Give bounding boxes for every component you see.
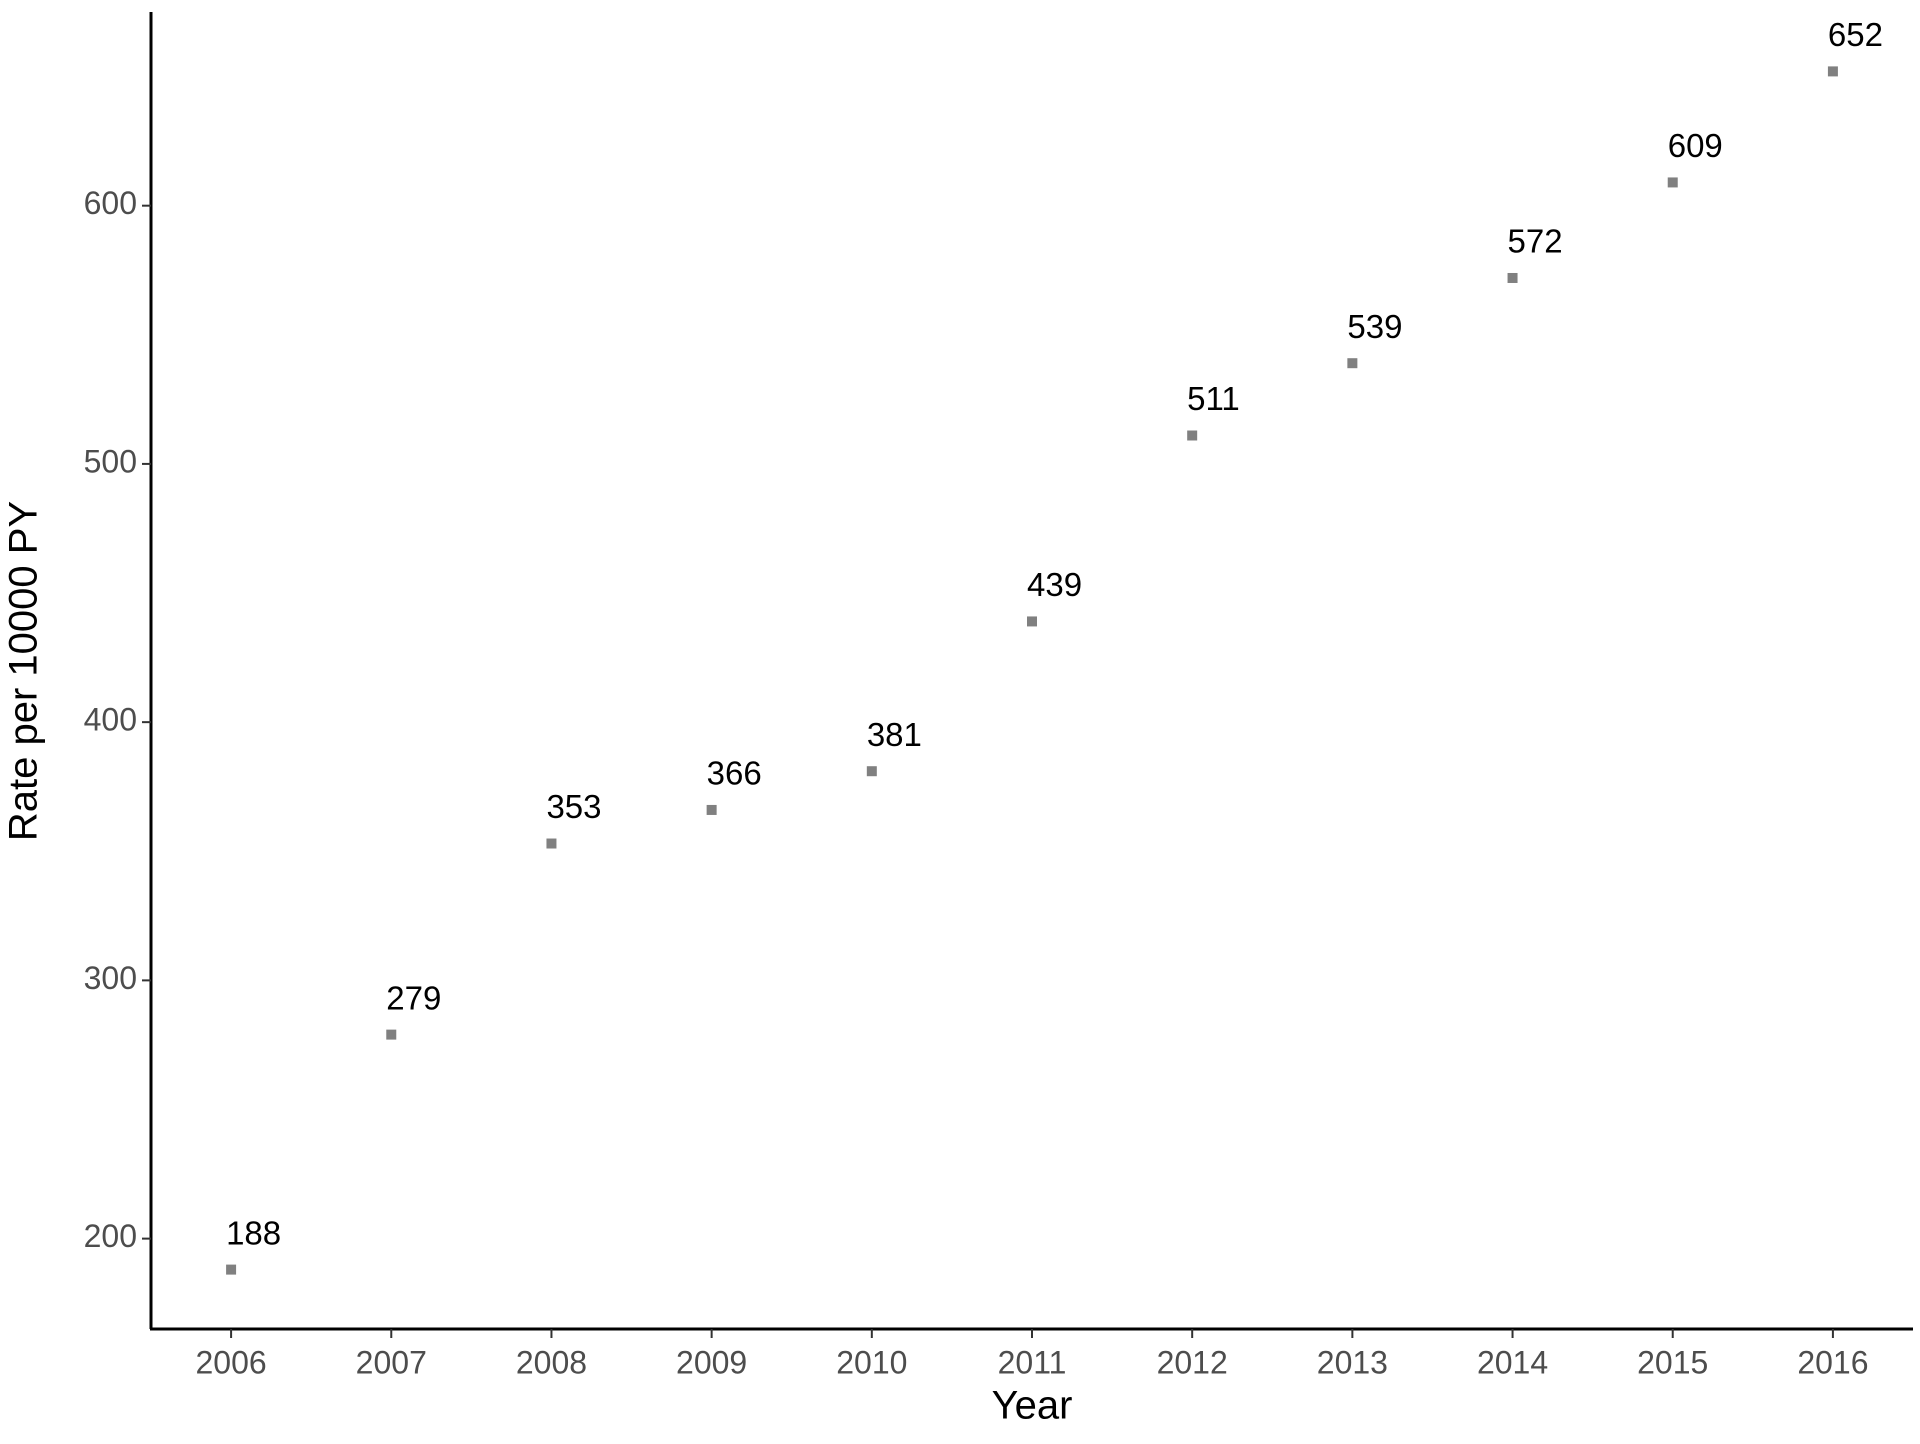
value-label: 188 [226, 1214, 281, 1251]
value-label: 381 [867, 716, 922, 753]
x-tick-label: 2012 [1157, 1344, 1228, 1380]
x-tick-label: 2014 [1477, 1344, 1548, 1380]
value-label: 539 [1347, 308, 1402, 345]
value-label: 353 [546, 788, 601, 825]
y-axis-title: Rate per 10000 PY [2, 501, 46, 841]
x-tick-label: 2009 [676, 1344, 747, 1380]
value-label: 652 [1828, 16, 1883, 53]
x-tick-label: 2008 [516, 1344, 587, 1380]
point [1667, 177, 1678, 188]
x-axis-title: Year [992, 1384, 1073, 1428]
point [546, 838, 557, 849]
value-label: 609 [1668, 127, 1723, 164]
point [706, 804, 717, 815]
x-tick-label: 2006 [195, 1344, 266, 1380]
x-tick-label: 2016 [1797, 1344, 1868, 1380]
y-tick-label: 400 [84, 702, 137, 738]
point [1347, 358, 1358, 369]
point [1187, 430, 1198, 441]
point [1027, 616, 1037, 627]
y-tick-label: 200 [84, 1218, 137, 1254]
y-tick-label: 500 [84, 443, 137, 479]
value-label: 366 [707, 755, 762, 792]
y-tick-label: 300 [84, 960, 137, 996]
value-label: 572 [1508, 223, 1563, 260]
x-tick-label: 2010 [836, 1344, 907, 1380]
x-tick-label: 2011 [998, 1344, 1067, 1380]
point [386, 1029, 397, 1040]
point [1507, 272, 1518, 283]
point [1827, 66, 1838, 77]
value-label: 439 [1027, 566, 1082, 603]
x-tick-label: 2007 [356, 1344, 427, 1380]
point [866, 766, 877, 777]
x-tick-label: 2015 [1637, 1344, 1708, 1380]
x-tick-label: 2013 [1317, 1344, 1388, 1380]
y-tick-label: 600 [84, 185, 137, 221]
point [226, 1264, 237, 1275]
value-label: 511 [1187, 380, 1240, 417]
value-label: 279 [386, 979, 441, 1016]
